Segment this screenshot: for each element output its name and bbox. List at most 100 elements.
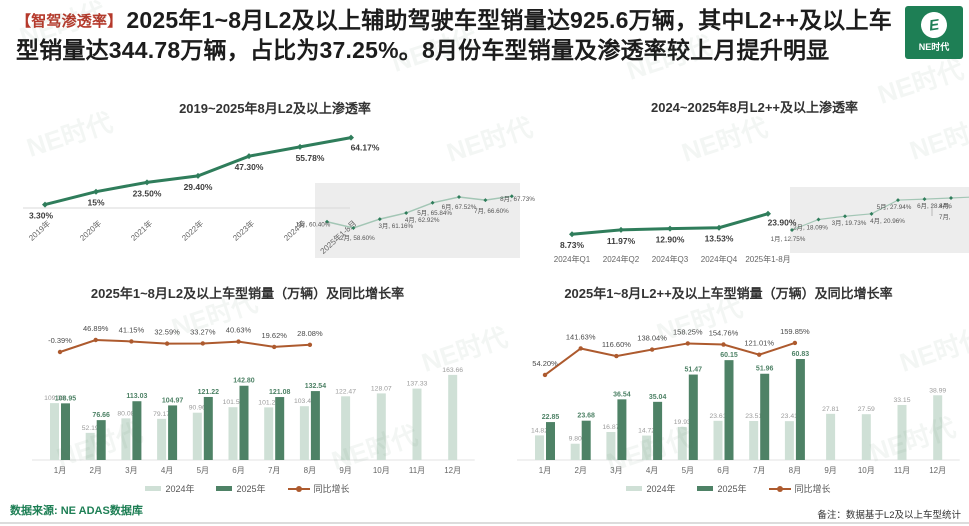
inset-line bbox=[326, 195, 512, 229]
data-point-marker bbox=[351, 226, 356, 230]
data-point-marker bbox=[348, 134, 354, 141]
bar-2024 bbox=[677, 426, 687, 460]
growth-label: 141.63% bbox=[566, 332, 596, 341]
category-label: 1月 bbox=[54, 466, 66, 475]
data-point-marker bbox=[896, 198, 900, 203]
data-point-marker bbox=[430, 200, 435, 205]
bar-2024 bbox=[570, 443, 580, 460]
bar-label-2024: 38.99 bbox=[929, 387, 946, 394]
inset-label: 5月, 27.94% bbox=[877, 203, 912, 211]
legend-label: 同比增长 bbox=[794, 484, 831, 494]
category-label: 2021年 bbox=[128, 218, 154, 243]
bar-2025 bbox=[617, 399, 627, 460]
bar-2024 bbox=[784, 421, 794, 460]
bar-label-2024: 79.17 bbox=[153, 411, 170, 418]
legend-label: 2025年 bbox=[717, 484, 747, 494]
data-point-marker bbox=[569, 231, 575, 238]
bar-2025 bbox=[760, 373, 770, 460]
ne-logo-emblem-icon: E bbox=[919, 10, 949, 40]
bar-2025 bbox=[132, 401, 142, 460]
growth-label: 32.59% bbox=[154, 328, 180, 337]
category-label: 6月 bbox=[232, 466, 244, 475]
growth-label: 116.60% bbox=[602, 340, 631, 349]
legend-label: 2024年 bbox=[165, 484, 195, 494]
growth-line bbox=[59, 338, 310, 353]
chart-title: 2019~2025年8月L2及以上渗透率 bbox=[179, 101, 371, 116]
chart-canvas-l2-penetration: 3.30% 15% 23.50% 29.40% 47.30% 55.78% 64.17% 20… bbox=[23, 134, 535, 258]
inset-label: 4月, 20.96% bbox=[870, 217, 905, 225]
bar-2025 bbox=[275, 397, 285, 460]
chart-canvas-l2pp-penetration: 8.73% 11.97% 12.90% 13.53% 23.90% 2024年Q1 2024… bbox=[554, 187, 969, 264]
category-label: 6月 bbox=[717, 466, 729, 475]
bar-label-2024: 27.81 bbox=[822, 406, 839, 413]
bar-2025 bbox=[61, 403, 70, 460]
value-label: 12.90% bbox=[656, 235, 685, 245]
growth-point-marker bbox=[307, 342, 313, 347]
category-label: 8月 bbox=[304, 466, 316, 475]
growth-label: 40.63% bbox=[226, 326, 252, 335]
legend-growth-line-icon bbox=[287, 485, 310, 492]
legend-label: 2025年 bbox=[236, 484, 266, 494]
legend-item-2025: 2025年 bbox=[697, 482, 747, 495]
data-point-marker bbox=[869, 211, 874, 216]
bar-label-2025: 35.04 bbox=[649, 394, 667, 401]
data-point-marker bbox=[377, 217, 382, 222]
category-label: 1月 bbox=[539, 466, 551, 475]
bar-label-2024: 109.38 bbox=[44, 395, 65, 402]
legend-item-growth: 同比增长 bbox=[768, 482, 831, 495]
growth-label: 19.62% bbox=[261, 331, 287, 340]
data-point-marker bbox=[93, 188, 99, 195]
inset-label: 2月, 18.09% bbox=[793, 223, 828, 231]
category-label: 7月 bbox=[268, 466, 280, 475]
inset-label: 6月, 67.52% bbox=[442, 203, 477, 211]
bar-label-2025: 121.08 bbox=[269, 389, 291, 396]
legend-growth-line-icon bbox=[768, 485, 791, 492]
value-label: 55.78% bbox=[296, 153, 325, 163]
growth-label: 159.85% bbox=[780, 327, 810, 336]
growth-label: 54.20% bbox=[532, 359, 558, 368]
inset-label: 3月, 61.16% bbox=[378, 222, 413, 230]
value-label: 29.40% bbox=[184, 182, 213, 192]
legend: 2024年 2025年 同比增长 bbox=[488, 482, 969, 495]
category-label: 10月 bbox=[373, 466, 390, 475]
category-label: 11月 bbox=[894, 466, 910, 475]
bar-2024 bbox=[412, 388, 422, 460]
topic-tag: 【智驾渗透率】 bbox=[16, 13, 123, 30]
category-label: 3月 bbox=[125, 466, 137, 475]
inset-label: 7月, 66.60% bbox=[474, 207, 509, 215]
growth-label: 46.89% bbox=[83, 324, 109, 333]
bar-2025 bbox=[168, 405, 178, 460]
growth-label: 138.04% bbox=[637, 334, 667, 343]
bar-2025 bbox=[239, 385, 249, 460]
value-label: 23.90% bbox=[768, 218, 797, 228]
inset-label: 5月, 65.84% bbox=[417, 209, 452, 217]
data-point-marker bbox=[716, 224, 722, 231]
category-label: 2月 bbox=[574, 466, 586, 475]
data-point-marker bbox=[297, 143, 303, 150]
growth-line bbox=[544, 342, 796, 376]
category-label: 10月 bbox=[858, 466, 875, 475]
category-label: 4月 bbox=[161, 466, 173, 475]
legend-swatch-2024 bbox=[145, 486, 162, 491]
category-label: 7月 bbox=[753, 466, 765, 475]
bar-label-2025: 121.22 bbox=[198, 389, 220, 396]
bar-label-2024: 90.96 bbox=[189, 405, 206, 412]
growth-label: 154.76% bbox=[709, 329, 739, 338]
bar-label-2024: 14.72 bbox=[638, 428, 655, 435]
growth-label: -0.39% bbox=[48, 336, 72, 345]
legend-swatch-2024 bbox=[626, 486, 643, 491]
bar-label-2024: 52.19 bbox=[82, 425, 99, 432]
bar-label-2024: 23.41 bbox=[781, 413, 798, 420]
bar-label-2025: 104.97 bbox=[162, 397, 184, 404]
data-point-marker bbox=[618, 226, 624, 233]
ne-logo: E NE时代 bbox=[905, 6, 963, 59]
bar-label-2025: 51.96 bbox=[756, 366, 774, 373]
bar-label-2024: 9.80 bbox=[569, 436, 582, 443]
value-label: 11.97% bbox=[607, 236, 636, 246]
category-label: 2020年 bbox=[77, 218, 103, 243]
inset-label: 8月, 67.73% bbox=[500, 195, 535, 203]
data-point-marker bbox=[949, 195, 953, 200]
chart-title: 2025年1~8月L2++及以上车型销量（万辆）及同比增长率 bbox=[564, 286, 893, 301]
data-point-marker bbox=[246, 153, 252, 160]
